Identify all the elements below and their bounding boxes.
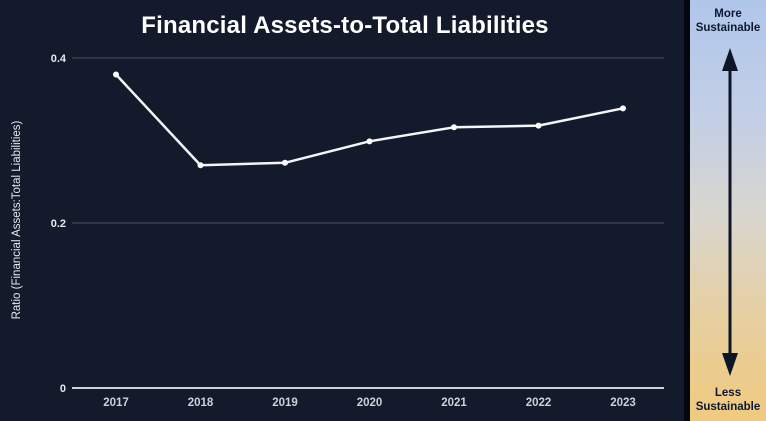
svg-text:0.2: 0.2 xyxy=(51,218,66,230)
sustainability-arrow-icon xyxy=(722,48,738,376)
svg-text:2017: 2017 xyxy=(103,397,129,409)
sustainability-gradient-panel: More Sustainable Less Sustainable xyxy=(684,0,766,421)
svg-text:2022: 2022 xyxy=(526,397,552,409)
svg-text:2020: 2020 xyxy=(357,397,383,409)
svg-text:0.4: 0.4 xyxy=(51,53,67,65)
svg-text:2023: 2023 xyxy=(610,397,636,409)
chart-title: Financial Assets-to-Total Liabilities xyxy=(141,12,549,39)
svg-text:2021: 2021 xyxy=(441,397,467,409)
svg-text:2018: 2018 xyxy=(188,397,214,409)
more-sustainable-label: More Sustainable xyxy=(695,8,761,34)
svg-text:2019: 2019 xyxy=(272,397,298,409)
line-chart-plot: 0 0.2 0.4 2017 2018 2019 2020 2021 2022 2023 xyxy=(51,53,664,409)
less-sustainable-label: Less Sustainable xyxy=(695,387,761,414)
svg-text:0: 0 xyxy=(60,383,66,395)
chart-panel: Financial Assets-to-Total Liabilities Ra… xyxy=(11,12,664,409)
